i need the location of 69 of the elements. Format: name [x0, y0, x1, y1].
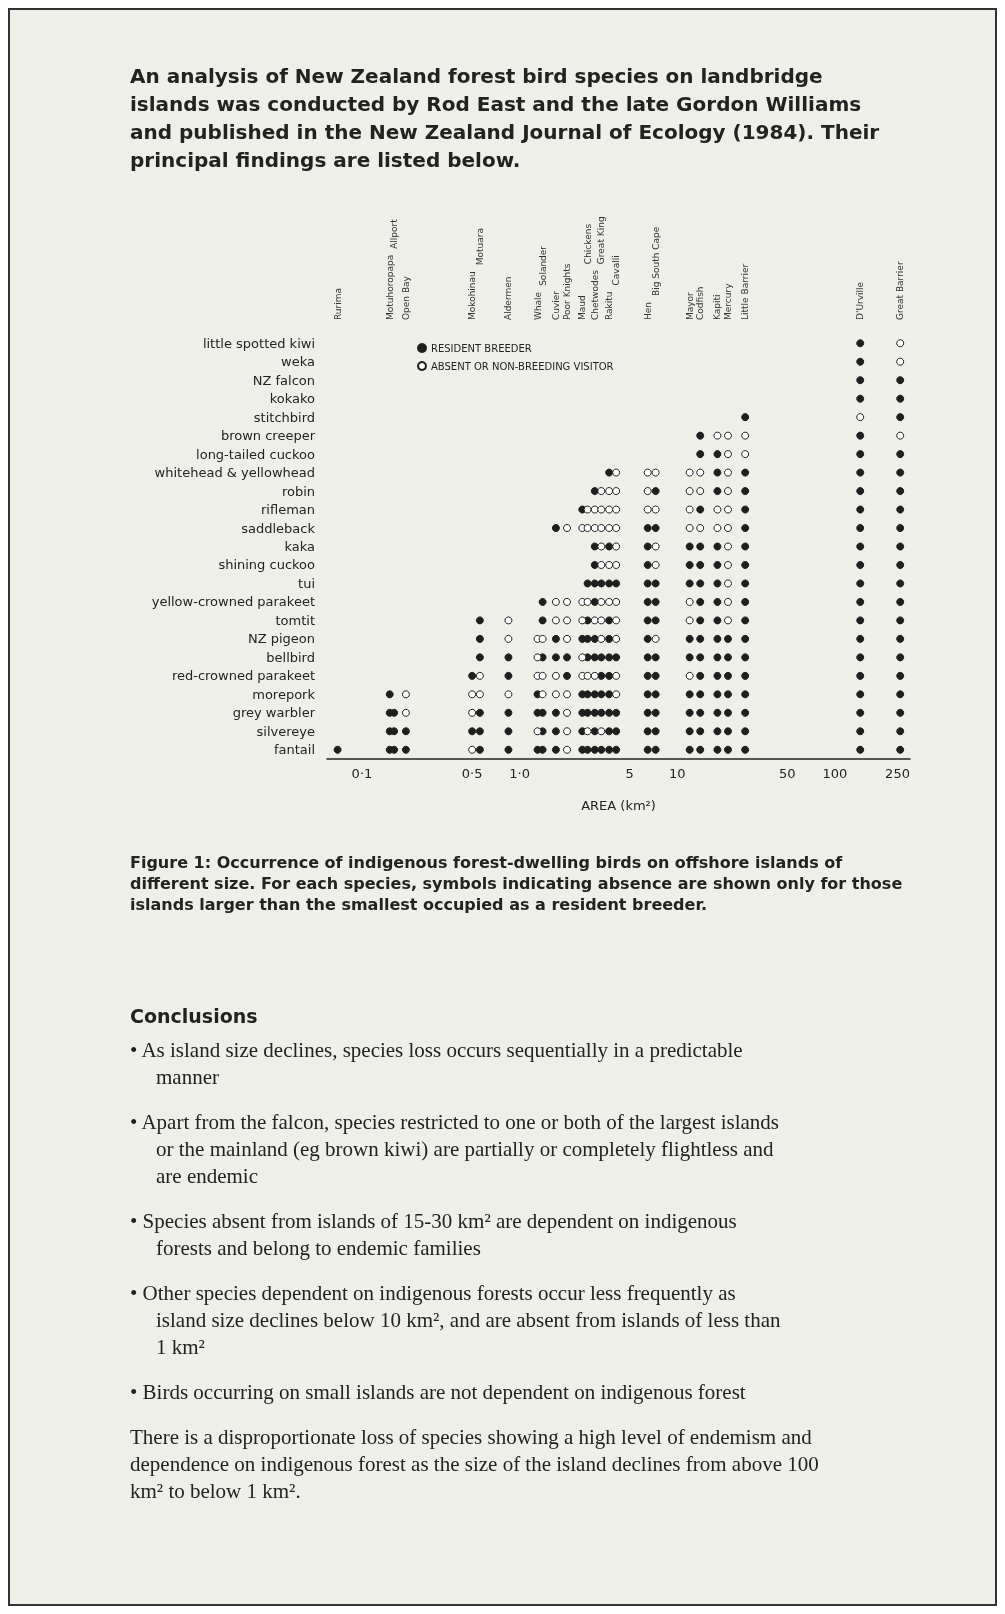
text: • Apart from the falcon, species restricted to one or both of the largest islands or the mainland (eg brown kiwi) are partially or completely flightless and are endemic [130, 1109, 781, 1190]
text: • Other species dependent on indigenous forests occur less frequently as island size declines below 10 km², and are absent from islands of less than 1 km² [130, 1280, 782, 1361]
y-tick-label: kaka [284, 539, 315, 554]
y-tick-label: stitchbird [253, 409, 315, 425]
text: Big South Cape [650, 226, 661, 296]
y-tick-label: rifleman [260, 502, 315, 518]
text: Solander [537, 245, 548, 286]
text: Mokohinau [467, 271, 478, 320]
text: Motuara [474, 227, 485, 266]
text: Codfish [695, 286, 706, 320]
x-tick-label: 1·0 [509, 766, 530, 781]
chart-title: An analysis of New Zealand forest bird species on landbridge islands was conducted by Rod East and the late Gordon Williams and published in the New Zealand Journal of Ecology (1984). Their principal findings are listed below. [130, 63, 881, 174]
text: Conclusions [130, 1005, 259, 1027]
x-tick-label: 50 [779, 766, 796, 781]
x-axis-title: AREA (km²) [581, 798, 656, 813]
y-tick-label: grey warbler [232, 705, 316, 721]
y-tick-label: red-crowned parakeet [171, 668, 315, 684]
y-tick-label: fantail [273, 742, 315, 758]
text: Kapiti [712, 294, 723, 320]
y-tick-label: weka [281, 354, 315, 370]
y-tick-label: long-tailed cuckoo [196, 446, 316, 462]
text: There is a disproportionate loss of species showing a high level of endemism and dependence on indigenous forest as the size of the island declines from above 100 km² to below 1 km². [130, 1424, 820, 1505]
text: Aldermen [503, 276, 514, 320]
y-tick-label: NZ falcon [252, 372, 315, 388]
x-tick-label: 10 [668, 766, 686, 781]
y-tick-label: kokako [269, 391, 316, 407]
y-tick-label: robin [281, 483, 315, 499]
y-tick-label: saddleback [241, 520, 316, 536]
x-tick-label: 0·1 [351, 766, 373, 781]
y-tick-label: morepork [252, 686, 316, 702]
text: Little Barrier [740, 263, 751, 320]
text: Mayor [684, 291, 695, 320]
legend-label: RESIDENT BREEDER [431, 342, 532, 354]
text: • Birds occurring on small islands are not dependent on indigenous forest [130, 1379, 747, 1406]
text: Cavalli [611, 255, 622, 286]
y-tick-label: shining cuckoo [218, 557, 316, 573]
text: Rakitu [604, 291, 615, 320]
caption: Figure 1: Occurrence of indigenous forest-dwelling birds on offshore islands of different size. For each species, symbols indicating absence are shown only for those islands larger than the smallest occupied as a resident breeder. [130, 852, 904, 915]
x-tick-label: 250 [885, 766, 910, 781]
legend-label: ABSENT OR NON-BREEDING VISITOR [431, 360, 614, 372]
y-tick-label: silvereye [256, 723, 315, 739]
text: Whale [532, 291, 543, 320]
y-tick-label: tui [298, 575, 315, 591]
text: D'Urville [855, 281, 866, 320]
text: • Species absent from islands of 15-30 km² are dependent on indigenous forests and belong to endemic families [130, 1208, 738, 1262]
x-tick-label: 5 [625, 766, 634, 781]
y-tick-label: whitehead & yellowhead [154, 465, 315, 481]
text: Chickens [582, 223, 593, 265]
text: Great Barrier [895, 261, 906, 320]
text: Allport [389, 218, 400, 249]
text: Hen [642, 301, 653, 320]
text: Great King [596, 216, 607, 265]
y-tick-label: bellbird [266, 649, 315, 665]
text: Rurima [332, 287, 343, 320]
y-tick-label: yellow-crowned parakeet [151, 594, 315, 610]
y-tick-label: NZ pigeon [247, 631, 315, 647]
text: • As island size declines, species loss occurs sequentially in a predictable manner [130, 1037, 744, 1091]
text: Poor Knights [562, 263, 573, 320]
x-tick-label: 100 [822, 766, 848, 781]
text: Maud [577, 295, 588, 320]
text: Open Bay [400, 275, 411, 320]
text: Chetwodes [589, 269, 600, 320]
x-tick-label: 0·5 [461, 766, 483, 781]
y-tick-label: brown creeper [220, 428, 316, 444]
text: Motuhoropapa [384, 254, 395, 320]
text: Mercury [722, 282, 733, 320]
y-tick-label: little spotted kiwi [202, 335, 315, 351]
y-tick-label: tomtit [275, 612, 315, 628]
text: Cuvier [550, 290, 561, 320]
